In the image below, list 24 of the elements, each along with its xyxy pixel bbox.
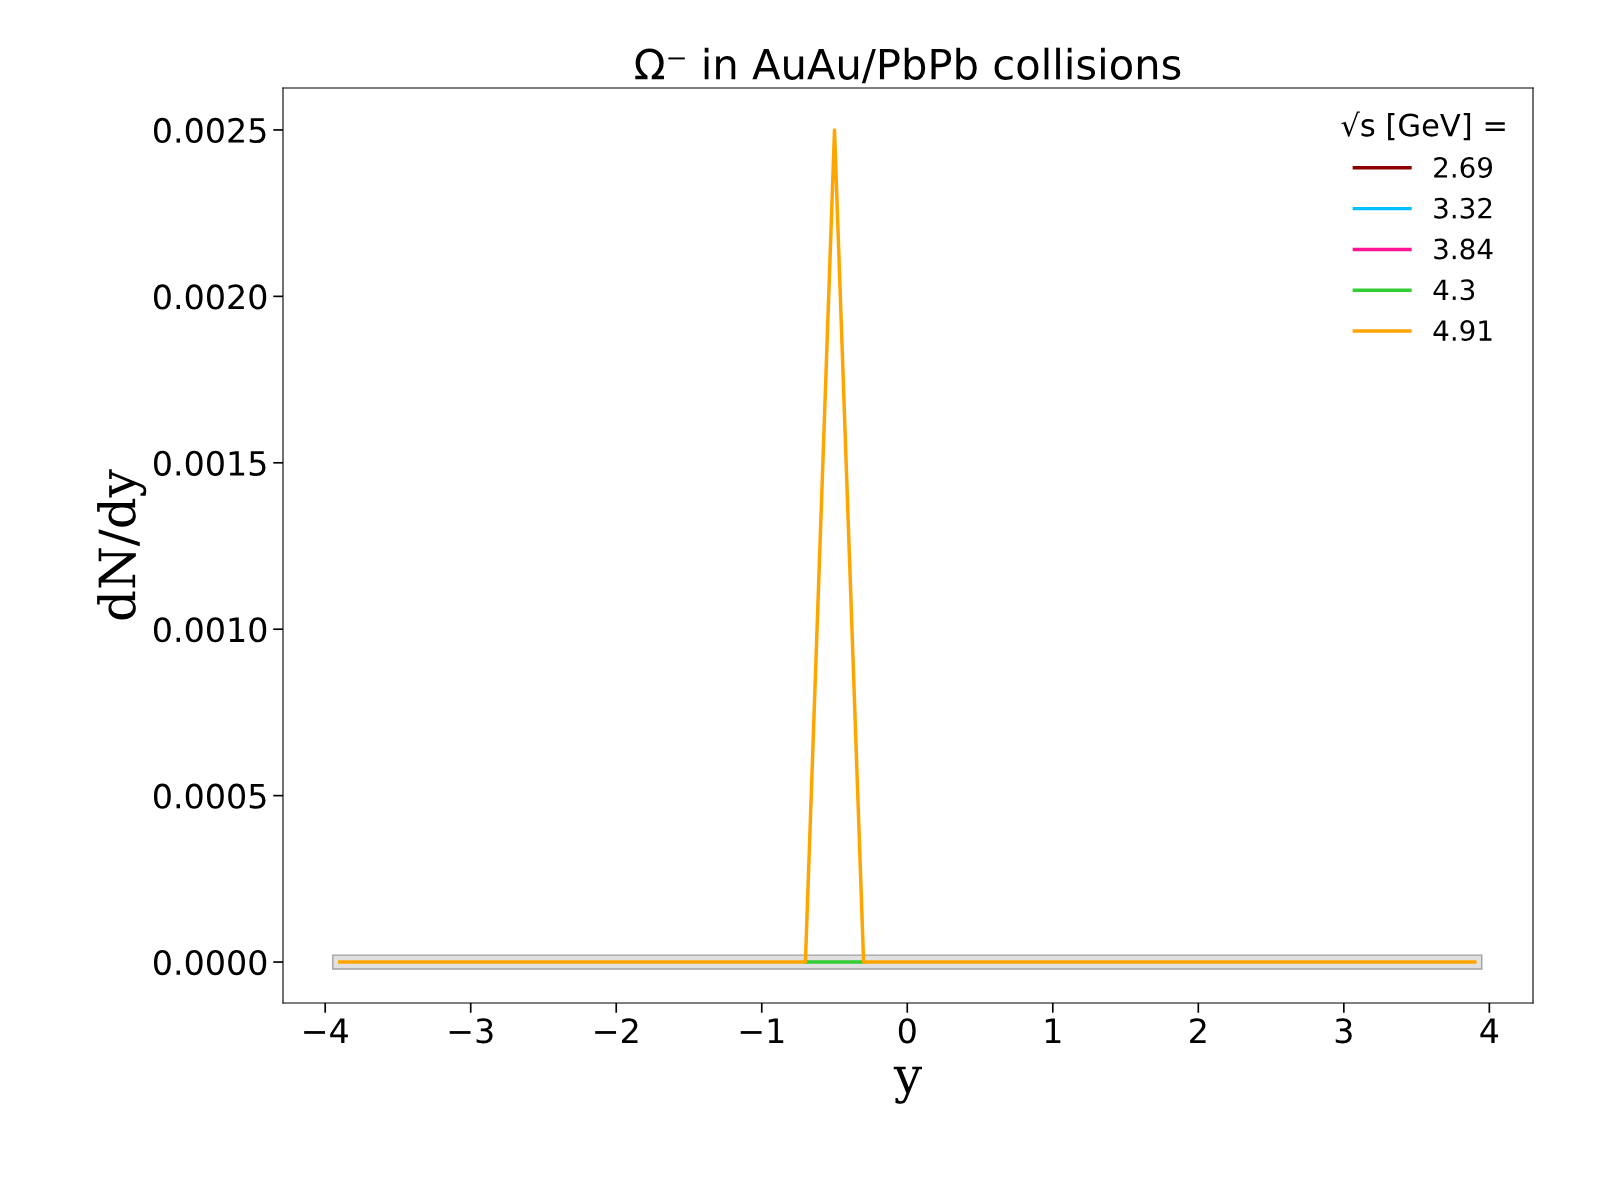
legend-label: 3.32 [1434, 197, 1492, 219]
legend-label: 2.69 [1434, 156, 1493, 178]
x-tick-label: 0 [898, 1018, 916, 1044]
y-tick-label: 0.0025 [153, 117, 266, 144]
y-tick-label: 0.0015 [153, 450, 266, 476]
x-tick-label: −4 [304, 1018, 348, 1043]
x-tick-label: −2 [595, 1018, 638, 1043]
legend-title: √s [GeV] = [1341, 111, 1505, 141]
legend-label: 4.91 [1433, 320, 1492, 342]
x-tick-label: 1 [1045, 1018, 1061, 1043]
x-tick-label: −3 [449, 1018, 493, 1044]
legend-label: 3.84 [1434, 238, 1493, 260]
y-tick-label: 0.0020 [153, 284, 267, 310]
x-tick-label: 4 [1480, 1018, 1499, 1043]
x-tick-label: −1 [740, 1018, 784, 1043]
x-tick-label: 2 [1190, 1018, 1206, 1043]
x-axis-title: y [893, 1066, 922, 1104]
y-tick-label: 0.0010 [153, 617, 267, 643]
y-tick-label: 0.0000 [153, 949, 267, 976]
x-tick-label: 3 [1335, 1018, 1352, 1044]
chart-title: Ω⁻ in AuAu/PbPb collisions [635, 47, 1181, 84]
legend-label: 4.3 [1433, 279, 1475, 301]
y-tick-label: 0.0005 [153, 783, 266, 809]
y-axis-title: dN/dy [97, 469, 147, 620]
